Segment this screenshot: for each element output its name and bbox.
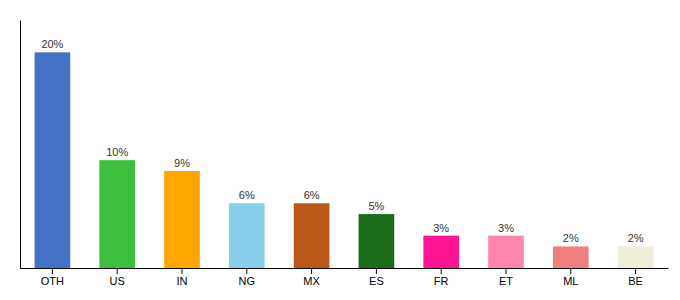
x-tick-label: ML <box>563 275 578 287</box>
data-label: 6% <box>239 189 255 201</box>
bar <box>553 246 589 268</box>
data-label: 2% <box>628 232 644 244</box>
x-tick-mark <box>506 268 507 274</box>
bar <box>618 246 654 268</box>
x-tick-mark <box>246 268 247 274</box>
x-tick-mark <box>52 268 53 274</box>
x-tick: MX <box>303 268 320 287</box>
x-tick-mark <box>441 268 442 274</box>
x-tick-label: US <box>110 275 125 287</box>
x-tick: OTH <box>41 268 64 287</box>
x-tick-mark <box>182 268 183 274</box>
data-label: 20% <box>41 38 63 50</box>
x-tick-mark <box>635 268 636 274</box>
plot: 20% 10% 9% 6% 6% 5% 3% 3% 2% 2% OTH US IN NG MX ES FR ET M… <box>21 21 669 287</box>
x-tick: ES <box>369 268 384 287</box>
bar <box>99 160 135 268</box>
x-tick-mark <box>570 268 571 274</box>
bar <box>423 236 459 268</box>
x-tick-mark <box>311 268 312 274</box>
x-tick-label: ET <box>499 275 513 287</box>
bar <box>35 52 71 268</box>
data-label: 3% <box>433 222 449 234</box>
x-tick-label: OTH <box>41 275 64 287</box>
x-axis: OTH US IN NG MX ES FR ET ML BE <box>21 268 669 287</box>
chart: 20% 10% 9% 6% 6% 5% 3% 3% 2% 2% OTH US IN NG MX ES FR ET M… <box>0 0 680 300</box>
x-tick: ET <box>499 268 513 287</box>
bars <box>35 52 654 268</box>
data-label: 2% <box>563 232 579 244</box>
x-tick-label: MX <box>303 275 320 287</box>
bar <box>294 203 330 268</box>
x-tick-label: ES <box>369 275 384 287</box>
y-axis <box>20 21 21 269</box>
x-tick-label: BE <box>628 275 643 287</box>
bar <box>359 214 395 268</box>
y-axis-line <box>20 21 21 269</box>
data-label: 5% <box>368 200 384 212</box>
x-tick: BE <box>628 268 643 287</box>
bar <box>164 171 200 268</box>
data-label: 9% <box>174 157 190 169</box>
x-tick: US <box>110 268 125 287</box>
x-tick: ML <box>563 268 578 287</box>
x-tick-label: FR <box>434 275 449 287</box>
x-tick: NG <box>239 268 256 287</box>
data-label: 6% <box>304 189 320 201</box>
bar <box>229 203 265 268</box>
x-tick-mark <box>376 268 377 274</box>
x-tick-label: NG <box>239 275 256 287</box>
x-tick-label: IN <box>177 275 188 287</box>
x-tick: FR <box>434 268 449 287</box>
x-tick: IN <box>177 268 188 287</box>
bar <box>488 236 524 268</box>
data-label: 10% <box>106 146 128 158</box>
x-tick-mark <box>117 268 118 274</box>
data-labels: 20% 10% 9% 6% 6% 5% 3% 3% 2% 2% <box>41 38 643 244</box>
data-label: 3% <box>498 222 514 234</box>
